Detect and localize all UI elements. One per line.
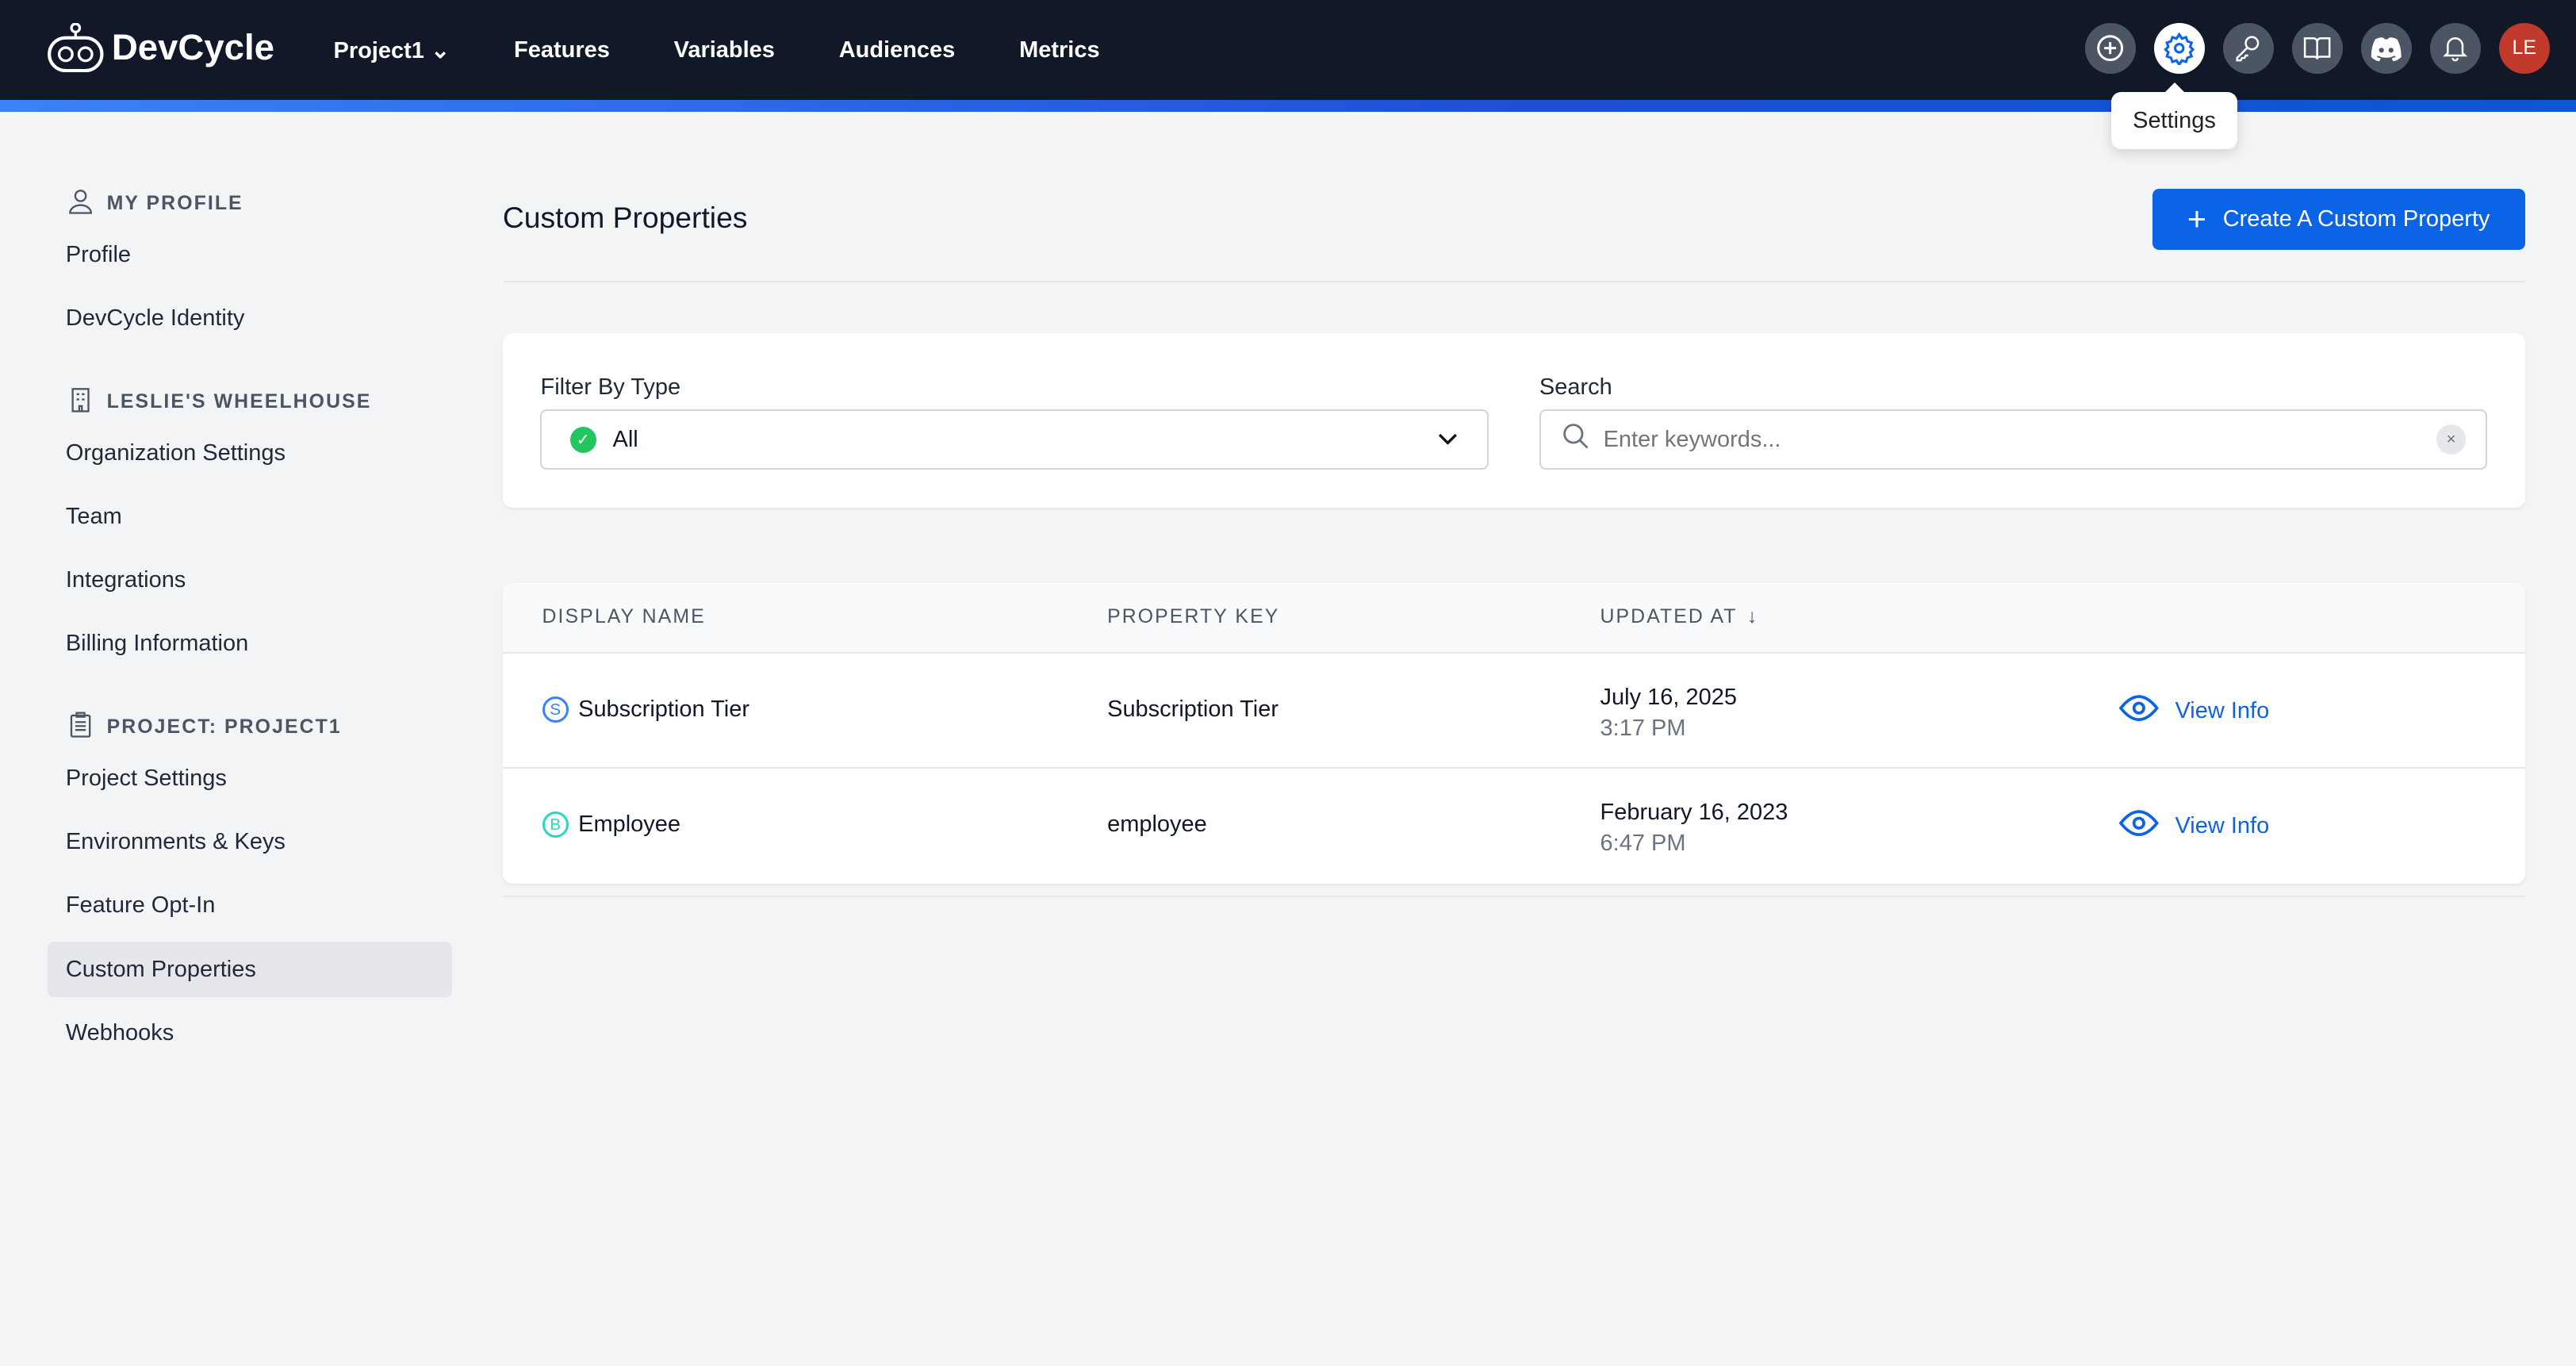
- project-name: Project1: [333, 37, 424, 63]
- header-updated-at[interactable]: UPDATED AT ↓: [1600, 606, 1759, 628]
- sidebar-item-team[interactable]: Team: [65, 503, 122, 529]
- page-title: Custom Properties: [502, 200, 748, 234]
- accent-bar: [0, 100, 2576, 112]
- top-nav: [0, 0, 2576, 101]
- search-field: ×: [1539, 409, 2488, 470]
- eye-icon: [2118, 693, 2160, 729]
- search-input[interactable]: [1603, 426, 2436, 453]
- sidebar-item-devcycle-identity[interactable]: DevCycle Identity: [65, 305, 245, 331]
- property-key: Subscription Tier: [1107, 696, 1278, 723]
- button-label: Create A Custom Property: [2222, 206, 2490, 232]
- header-property-key[interactable]: PROPERTY KEY: [1107, 606, 1280, 628]
- devcycle-robot-icon: [48, 22, 104, 73]
- discord-icon[interactable]: [2360, 22, 2412, 75]
- sidebar-section-profile: MY PROFILE: [48, 181, 452, 227]
- filter-type-label: Filter By Type: [540, 374, 681, 401]
- section-title: MY PROFILE: [106, 192, 243, 214]
- divider: [502, 895, 2525, 897]
- table-row[interactable]: S Subscription Tier Subscription Tier Jul…: [502, 654, 2525, 769]
- sidebar-item-custom-properties[interactable]: Custom Properties: [48, 941, 452, 997]
- key-icon[interactable]: [2222, 22, 2274, 75]
- gear-icon[interactable]: [2153, 22, 2205, 75]
- sidebar-item-environments-keys[interactable]: Environments & Keys: [65, 829, 286, 855]
- sidebar-item-project-settings[interactable]: Project Settings: [65, 765, 227, 792]
- updated-time: 3:17 PM: [1600, 715, 1686, 741]
- nav-metrics[interactable]: Metrics: [1019, 36, 1100, 63]
- plus-icon: +: [2187, 200, 2207, 237]
- create-custom-property-button[interactable]: + Create A Custom Property: [2152, 189, 2525, 250]
- table-row[interactable]: B Employee employee February 16, 2023 6:47…: [503, 769, 2525, 884]
- sidebar-item-integrations[interactable]: Integrations: [65, 567, 186, 593]
- nav-audiences[interactable]: Audiences: [838, 36, 956, 63]
- sidebar-section-org: LESLIE'S WHEELHOUSE: [48, 379, 452, 425]
- clipboard-icon: [67, 712, 94, 743]
- nav-features[interactable]: Features: [514, 36, 610, 63]
- sidebar-item-feature-opt-in[interactable]: Feature Opt-In: [65, 892, 216, 919]
- settings-tooltip: Settings: [2110, 82, 2238, 150]
- plus-circle-icon[interactable]: [2084, 22, 2136, 75]
- sidebar: MY PROFILE Profile DevCycle Identity LES…: [48, 181, 452, 1069]
- updated-date: February 16, 2023: [1600, 799, 1788, 825]
- clear-search-icon[interactable]: ×: [2436, 424, 2467, 455]
- section-title: PROJECT: PROJECT1: [106, 716, 342, 739]
- sidebar-item-organization-settings[interactable]: Organization Settings: [65, 439, 286, 466]
- arrow-down-icon: ↓: [1746, 606, 1759, 628]
- type-badge-boolean-icon: B: [542, 812, 569, 838]
- table-header: DISPLAY NAME PROPERTY KEY UPDATED AT ↓: [502, 583, 2525, 654]
- sidebar-item-webhooks[interactable]: Webhooks: [65, 1019, 174, 1046]
- updated-date: July 16, 2025: [1600, 684, 1737, 710]
- search-icon: [1561, 421, 1590, 457]
- avatar[interactable]: LE: [2498, 22, 2550, 75]
- divider: [502, 281, 2525, 283]
- user-icon: [67, 188, 94, 220]
- view-info-link[interactable]: View Info: [2118, 693, 2270, 729]
- nav-variables[interactable]: Variables: [673, 36, 775, 63]
- brand-name: DevCycle: [111, 27, 274, 68]
- search-label: Search: [1539, 374, 1612, 401]
- view-info-label: View Info: [2175, 813, 2270, 839]
- chevron-down-icon: [1438, 427, 1458, 453]
- filter-type-value: All: [612, 426, 638, 452]
- sidebar-section-project: PROJECT: PROJECT1: [48, 704, 452, 750]
- display-name: Subscription Tier: [578, 696, 749, 723]
- type-badge-string-icon: S: [542, 696, 569, 723]
- header-display-name[interactable]: DISPLAY NAME: [542, 606, 706, 628]
- building-icon: [67, 386, 94, 418]
- eye-icon: [2118, 808, 2160, 844]
- main-nav: Project1 ⌄ Features Variables Audiences …: [333, 0, 1099, 100]
- project-switcher[interactable]: Project1 ⌄: [333, 36, 450, 64]
- filter-type-select[interactable]: ✓ All: [540, 409, 1489, 470]
- section-title: LESLIE'S WHEELHOUSE: [106, 390, 372, 412]
- view-info-link[interactable]: View Info: [2118, 808, 2270, 844]
- check-circle-icon: ✓: [569, 426, 596, 453]
- filter-card: Filter By Type ✓ All Search ×: [502, 333, 2525, 508]
- sidebar-item-profile[interactable]: Profile: [65, 241, 131, 267]
- book-icon[interactable]: [2291, 22, 2343, 75]
- view-info-label: View Info: [2175, 698, 2270, 724]
- header-actions: LE: [2084, 22, 2550, 75]
- updated-time: 6:47 PM: [1600, 830, 1686, 856]
- bell-icon[interactable]: [2429, 22, 2481, 75]
- header-label: UPDATED AT: [1600, 606, 1738, 628]
- sidebar-item-billing[interactable]: Billing Information: [65, 631, 249, 657]
- logo[interactable]: DevCycle: [46, 22, 274, 73]
- property-key: employee: [1107, 812, 1207, 838]
- display-name: Employee: [578, 812, 680, 838]
- chevron-down-icon: ⌄: [430, 37, 450, 63]
